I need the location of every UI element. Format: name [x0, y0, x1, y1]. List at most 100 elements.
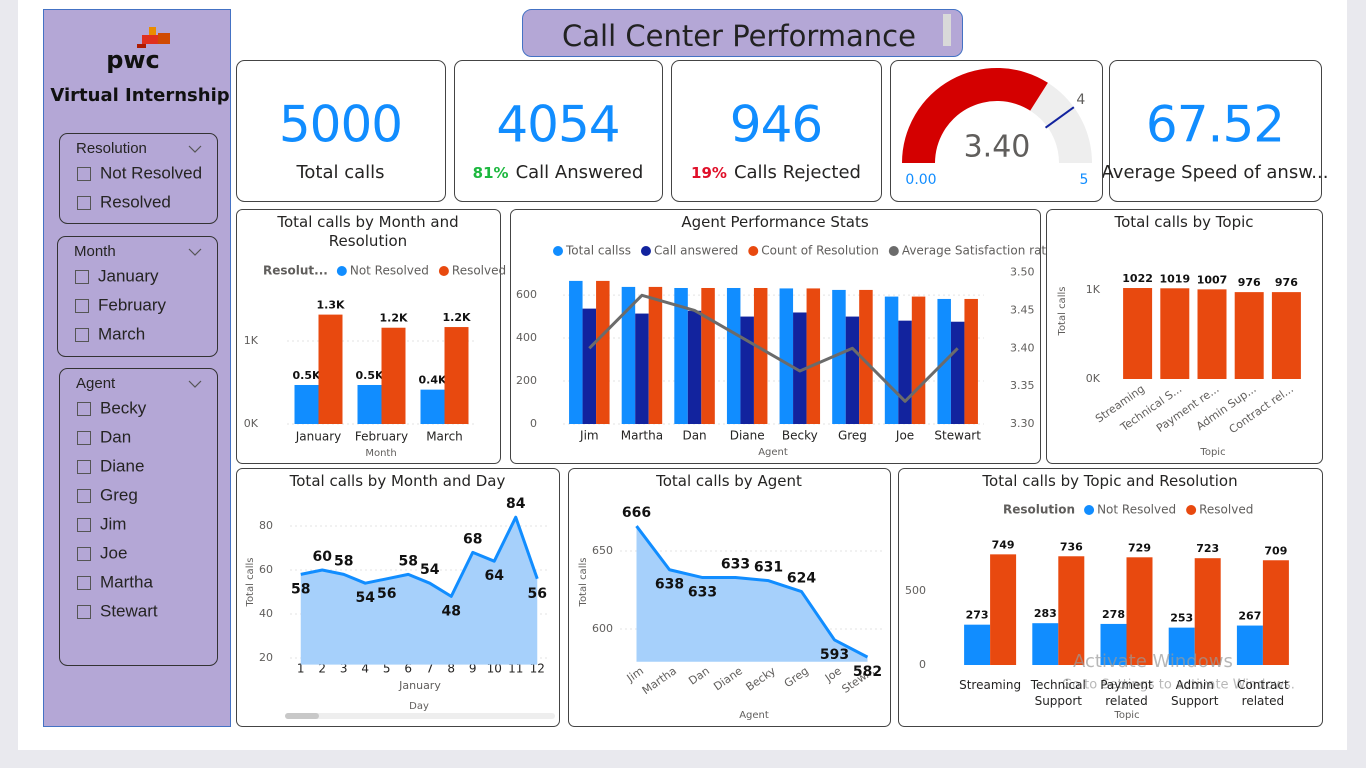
x-axis-title: Topic: [1199, 447, 1225, 458]
x-tick-label: Payment related: [1100, 678, 1153, 708]
slicer-item[interactable]: Dan: [100, 427, 131, 446]
gauge-min-label: 0.00: [905, 172, 936, 188]
y-tick-label: 200: [516, 374, 537, 387]
page-title: Call Center Performance: [562, 19, 916, 53]
slicer-checkbox[interactable]: [77, 167, 91, 181]
data-label: 84: [506, 496, 526, 512]
kpi-card: [1109, 60, 1322, 202]
x-tick-label: Greg: [838, 429, 867, 443]
slicer-item[interactable]: Diane: [100, 456, 144, 475]
logo-block: [137, 44, 146, 48]
data-label: 58: [291, 581, 310, 597]
slicer-item[interactable]: Not Resolved: [100, 163, 202, 182]
slicer-checkbox[interactable]: [77, 605, 91, 619]
title-box-handle: [943, 14, 951, 46]
y-tick-label: 400: [516, 331, 537, 344]
data-label: 56: [528, 586, 547, 602]
data-label: 749: [992, 538, 1015, 551]
bar: [964, 624, 991, 665]
x-tick-label: 12: [530, 662, 545, 676]
x-tick-label: 11: [508, 662, 523, 676]
slicer-item[interactable]: Joe: [100, 543, 127, 562]
data-label: 253: [1170, 612, 1193, 625]
data-label: 736: [1060, 540, 1083, 553]
slicer-checkbox[interactable]: [77, 431, 91, 445]
legend-label: Not Resolved: [350, 264, 429, 278]
scrollbar-thumb[interactable]: [285, 713, 319, 719]
legend-swatch: [336, 266, 347, 276]
y-axis-title: Total calls: [245, 558, 256, 608]
slicer-item[interactable]: Stewart: [100, 601, 158, 620]
x-tick-label: 9: [469, 662, 477, 676]
bar: [845, 316, 860, 424]
y-tick-label: 80: [259, 519, 273, 532]
y-tick-label: 650: [592, 544, 613, 557]
x-tick-label: Diane: [730, 429, 765, 443]
slicer-chevron: [188, 248, 202, 256]
bar: [596, 280, 610, 424]
slicer-checkbox[interactable]: [77, 402, 91, 416]
slicer-item[interactable]: January: [98, 266, 159, 285]
data-label: 60: [313, 549, 333, 565]
data-label: 68: [463, 531, 482, 547]
x-tick-label: February: [355, 430, 408, 444]
bar: [444, 327, 469, 424]
slicer-title: Resolution: [76, 140, 147, 157]
chart-title: Agent Performance Stats: [681, 213, 869, 231]
data-label: 638: [655, 577, 684, 593]
logo-block: [149, 27, 156, 36]
slicer-checkbox[interactable]: [75, 270, 89, 284]
bar: [1160, 288, 1190, 379]
bar: [294, 384, 319, 424]
data-label: 582: [853, 664, 882, 680]
bar: [950, 321, 965, 424]
slicer-checkbox[interactable]: [77, 518, 91, 532]
gauge-max-label: 5: [1080, 172, 1089, 188]
bar: [911, 296, 926, 424]
data-label: 283: [1034, 607, 1057, 620]
data-label: 64: [485, 568, 505, 584]
slicer-item[interactable]: Jim: [100, 514, 126, 533]
data-label: 624: [787, 571, 816, 587]
data-label: 976: [1275, 276, 1298, 289]
data-label: 633: [721, 557, 750, 573]
slicer-checkbox[interactable]: [77, 489, 91, 503]
slicer-item[interactable]: Martha: [100, 572, 153, 591]
x-tick-label: Jim: [579, 429, 599, 443]
bar: [884, 296, 899, 424]
bar: [964, 298, 978, 424]
x-tick-label: January: [295, 430, 342, 444]
x-tick-label: Joe: [895, 429, 914, 443]
slicer-checkbox[interactable]: [75, 328, 89, 342]
x-tick-label: Dan: [682, 429, 706, 443]
bar: [898, 320, 912, 424]
bar: [1058, 556, 1085, 665]
slicer-item[interactable]: Resolved: [100, 192, 171, 211]
slicer-item[interactable]: February: [98, 295, 167, 314]
kpi-percent: 81%: [473, 164, 509, 182]
slicer-box: [59, 368, 218, 666]
legend-swatch: [1186, 505, 1197, 515]
x-tick-label: Streaming: [959, 678, 1022, 692]
legend-label: Not Resolved: [1097, 503, 1176, 517]
y-tick-label: 600: [516, 288, 537, 301]
y-tick-label: 600: [592, 622, 613, 635]
slicer-checkbox[interactable]: [75, 299, 89, 313]
chart-title: Total calls by Topic: [1114, 213, 1254, 231]
slicer-item[interactable]: March: [98, 324, 145, 343]
kpi-card: [236, 60, 446, 202]
slicer-checkbox[interactable]: [77, 196, 91, 210]
x-tick-label: 1: [297, 662, 305, 676]
slicer-checkbox[interactable]: [77, 576, 91, 590]
slicer-item[interactable]: Greg: [100, 485, 138, 504]
kpi-value: 4054: [496, 96, 619, 154]
slicer-item[interactable]: Becky: [100, 398, 147, 417]
bar: [1236, 625, 1263, 665]
slicer-checkbox[interactable]: [77, 547, 91, 561]
data-label: 58: [334, 553, 353, 569]
slicer-checkbox[interactable]: [77, 460, 91, 474]
area-fill: [300, 517, 538, 665]
data-label: 54: [356, 590, 376, 606]
